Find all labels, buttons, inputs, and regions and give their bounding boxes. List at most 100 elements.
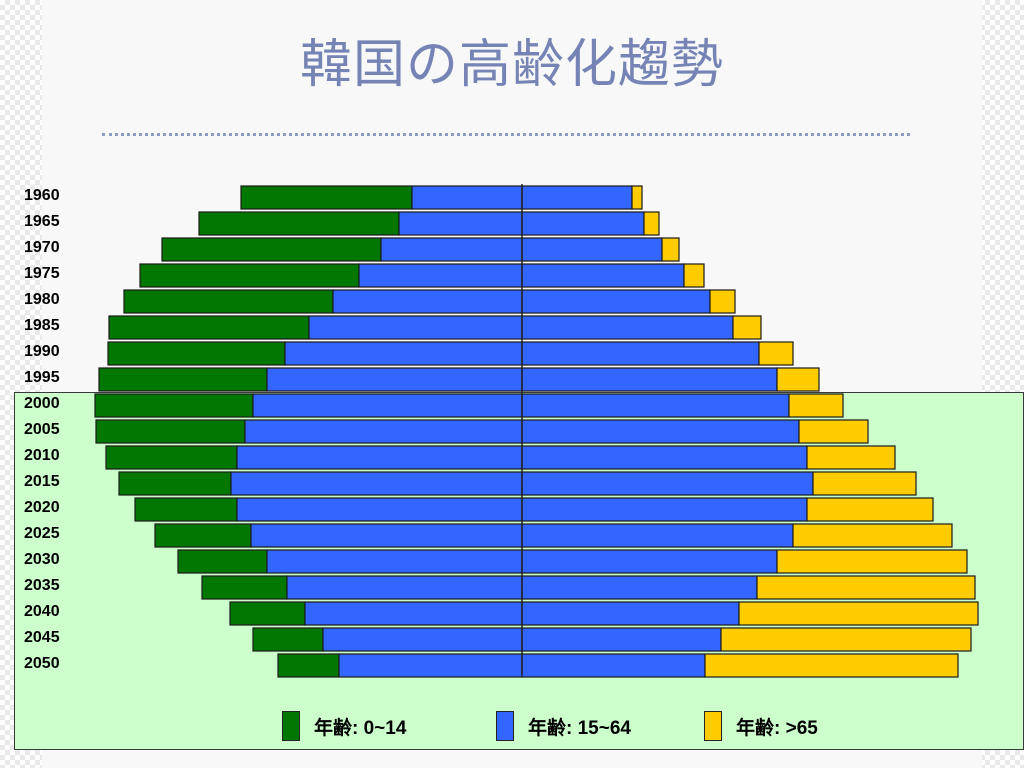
year-label-2010: 2010 xyxy=(24,447,60,464)
legend-swatch-age-0-14 xyxy=(282,711,300,741)
bar-age-65-plus-2040 xyxy=(738,601,979,626)
year-label-2050: 2050 xyxy=(24,655,60,672)
bar-age-0-14-1995 xyxy=(98,367,268,392)
bar-age-65-plus-2015 xyxy=(812,471,917,496)
bar-age-15-64-right-1995 xyxy=(521,367,778,392)
bar-age-15-64-left-2005 xyxy=(244,419,523,444)
bar-age-0-14-2035 xyxy=(201,575,288,600)
bar-age-0-14-1975 xyxy=(139,263,360,288)
bar-age-65-plus-2010 xyxy=(806,445,896,470)
bar-age-15-64-left-2020 xyxy=(236,497,523,522)
bar-age-65-plus-2005 xyxy=(798,419,869,444)
bar-age-15-64-left-2040 xyxy=(304,601,523,626)
bar-age-0-14-2030 xyxy=(177,549,268,574)
bar-age-15-64-right-2025 xyxy=(521,523,794,548)
year-labels-group: 1960 1965 1970 1975 1980 1985 1990 1995 2000 2005… xyxy=(24,187,60,672)
year-label-1975: 1975 xyxy=(24,265,60,282)
bar-age-15-64-left-1985 xyxy=(308,315,523,340)
year-label-1965: 1965 xyxy=(24,213,60,230)
bar-age-15-64-left-2045 xyxy=(322,627,523,652)
bar-age-0-14-2040 xyxy=(229,601,306,626)
bar-age-65-plus-1985 xyxy=(732,315,762,340)
year-label-1960: 1960 xyxy=(24,187,60,204)
bar-age-15-64-right-2040 xyxy=(521,601,740,626)
year-label-1995: 1995 xyxy=(24,369,60,386)
bars-group xyxy=(94,185,979,678)
bar-age-15-64-right-2020 xyxy=(521,497,808,522)
bar-age-0-14-2005 xyxy=(95,419,246,444)
population-chart: 1960 1965 1970 1975 1980 1985 1990 1995 2000 2005… xyxy=(24,184,979,678)
legend: 年齢: 0~14 年齢: 15~64 年齢: >65 xyxy=(0,708,1024,744)
bar-age-15-64-right-1965 xyxy=(521,211,645,236)
bar-age-15-64-right-2030 xyxy=(521,549,778,574)
bar-age-15-64-right-1960 xyxy=(521,185,633,210)
year-label-1985: 1985 xyxy=(24,317,60,334)
year-label-2025: 2025 xyxy=(24,525,60,542)
bar-age-15-64-right-2015 xyxy=(521,471,814,496)
bar-age-65-plus-1980 xyxy=(709,289,736,314)
year-label-1980: 1980 xyxy=(24,291,60,308)
bar-age-0-14-1960 xyxy=(240,185,413,210)
bar-age-65-plus-2045 xyxy=(720,627,972,652)
bar-age-15-64-left-1980 xyxy=(332,289,523,314)
legend-item-age-0-14: 年齢: 0~14 xyxy=(282,708,406,744)
bar-age-15-64-left-2030 xyxy=(266,549,523,574)
year-label-2015: 2015 xyxy=(24,473,60,490)
bar-age-0-14-2025 xyxy=(154,523,252,548)
bar-age-65-plus-1975 xyxy=(683,263,705,288)
year-label-2005: 2005 xyxy=(24,421,60,438)
bar-age-65-plus-2050 xyxy=(704,653,959,678)
bar-age-65-plus-2000 xyxy=(788,393,844,418)
bar-age-15-64-right-1985 xyxy=(521,315,734,340)
bar-age-15-64-right-1970 xyxy=(521,237,663,262)
bar-age-65-plus-2025 xyxy=(792,523,953,548)
bar-age-0-14-1985 xyxy=(108,315,310,340)
bar-age-0-14-1970 xyxy=(161,237,382,262)
bar-age-65-plus-1990 xyxy=(758,341,794,366)
bar-age-15-64-left-1960 xyxy=(411,185,523,210)
bar-age-15-64-right-2050 xyxy=(521,653,706,678)
bar-age-15-64-right-2035 xyxy=(521,575,758,600)
bar-age-15-64-left-1965 xyxy=(398,211,523,236)
year-label-2000: 2000 xyxy=(24,395,60,412)
bar-age-15-64-right-2045 xyxy=(521,627,722,652)
legend-swatch-age-15-64 xyxy=(496,711,514,741)
bar-age-0-14-2020 xyxy=(134,497,238,522)
bar-age-0-14-2045 xyxy=(252,627,324,652)
bar-age-65-plus-2020 xyxy=(806,497,934,522)
bar-age-15-64-left-2035 xyxy=(286,575,523,600)
legend-label-age-0-14: 年齢: 0~14 xyxy=(314,717,407,739)
year-label-1970: 1970 xyxy=(24,239,60,256)
bar-age-0-14-1990 xyxy=(107,341,286,366)
bar-age-65-plus-1965 xyxy=(643,211,660,236)
title-divider xyxy=(102,133,910,136)
bar-age-15-64-left-1990 xyxy=(284,341,523,366)
bar-age-15-64-right-1980 xyxy=(521,289,711,314)
bar-age-15-64-left-2015 xyxy=(230,471,523,496)
legend-swatch-age-65-plus xyxy=(704,711,722,741)
bar-age-15-64-right-1990 xyxy=(521,341,760,366)
year-label-2035: 2035 xyxy=(24,577,60,594)
bar-age-0-14-2000 xyxy=(94,393,254,418)
bar-age-65-plus-2030 xyxy=(776,549,968,574)
bar-age-0-14-2010 xyxy=(105,445,238,470)
bar-age-0-14-1965 xyxy=(198,211,400,236)
bar-age-15-64-left-2010 xyxy=(236,445,523,470)
bar-age-65-plus-2035 xyxy=(756,575,976,600)
bar-age-65-plus-1970 xyxy=(661,237,680,262)
bar-age-15-64-left-1970 xyxy=(380,237,523,262)
year-label-2045: 2045 xyxy=(24,629,60,646)
bar-age-15-64-left-1975 xyxy=(358,263,523,288)
bar-age-15-64-left-2025 xyxy=(250,523,523,548)
bar-age-0-14-1980 xyxy=(123,289,334,314)
bar-age-0-14-2015 xyxy=(118,471,232,496)
year-label-2040: 2040 xyxy=(24,603,60,620)
bar-age-0-14-2050 xyxy=(277,653,340,678)
bar-age-15-64-left-2050 xyxy=(338,653,523,678)
legend-item-age-15-64: 年齢: 15~64 xyxy=(496,708,631,744)
bar-age-15-64-right-2010 xyxy=(521,445,808,470)
bar-age-15-64-right-2000 xyxy=(521,393,790,418)
legend-item-age-65-plus: 年齢: >65 xyxy=(704,708,818,744)
year-label-2020: 2020 xyxy=(24,499,60,516)
bar-age-15-64-right-1975 xyxy=(521,263,685,288)
